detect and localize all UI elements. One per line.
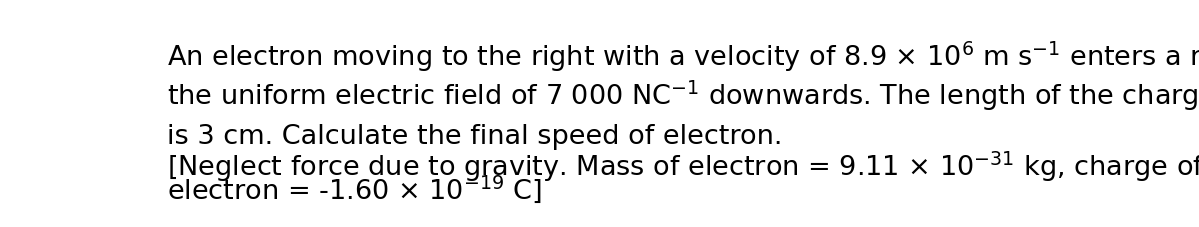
Text: is 3 cm. Calculate the final speed of electron.: is 3 cm. Calculate the final speed of el… [167,123,782,149]
Text: electron = -1.60 $\times$ 10$^{-19}$ C]: electron = -1.60 $\times$ 10$^{-19}$ C] [167,173,542,205]
Text: [Neglect force due to gravity. Mass of electron = 9.11 $\times$ 10$^{-31}$ kg, c: [Neglect force due to gravity. Mass of e… [167,148,1199,183]
Text: An electron moving to the right with a velocity of 8.9 $\times$ 10$^{6}$ m s$^{-: An electron moving to the right with a v… [167,39,1199,74]
Text: the uniform electric field of 7 000 NC$^{-1}$ downwards. The length of the charg: the uniform electric field of 7 000 NC$^… [167,79,1199,113]
